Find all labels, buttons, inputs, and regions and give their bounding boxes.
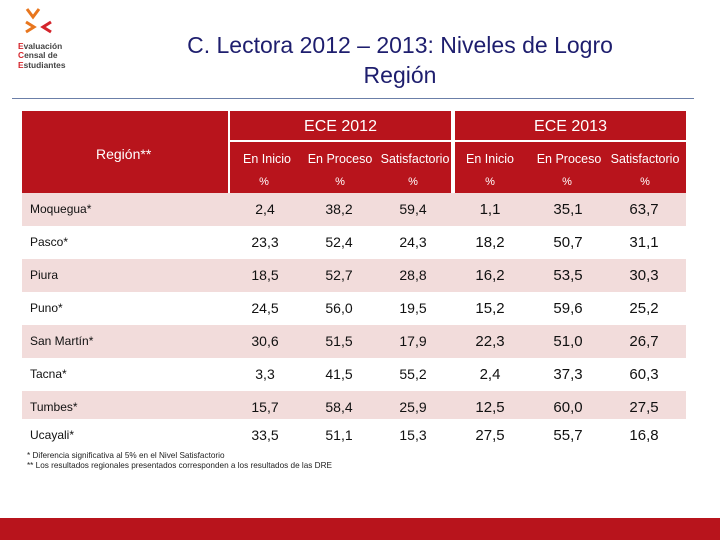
region-header-cell	[22, 111, 228, 194]
subheader-bg-2012	[230, 142, 451, 194]
region-name: Tumbes*	[30, 400, 78, 414]
region-header-label: Región**	[96, 146, 152, 162]
page-title: C. Lectora 2012 – 2013: Niveles de Logro…	[120, 30, 680, 90]
table-row: Tumbes* 15,7 58,4 25,9 12,5 60,0 27,5	[22, 391, 686, 424]
footnote-significance: * Diferencia significativa al 5% en el N…	[27, 451, 225, 460]
region-name: Puno*	[30, 301, 63, 315]
table-row: Ucayali* 33,5 51,1 15,3 27,5 55,7 16,8	[22, 419, 686, 452]
table-row: Piura 18,5 52,7 28,8 16,2 53,5 30,3	[22, 259, 686, 292]
title-line-1: C. Lectora 2012 – 2013: Niveles de Logro	[187, 32, 613, 58]
footnote-regional-results: ** Los resultados regionales presentados…	[27, 461, 332, 470]
subheader-bg-2013	[455, 142, 686, 194]
evaluacion-censal-logo: Evaluación Censal de Estudiantes	[18, 6, 88, 72]
title-line-2: Región	[363, 62, 437, 88]
region-name: Piura	[30, 268, 59, 282]
logo-chevrons-icon	[25, 8, 52, 34]
table-row: Pasco* 23,3 52,4 24,3 18,2 50,7 31,1	[22, 226, 686, 259]
group-header-ece-2013: ECE 2013	[455, 111, 686, 140]
group-header-ece-2012: ECE 2012	[230, 111, 451, 140]
table-row: Puno* 24,5 56,0 19,5 15,2 59,6 25,2	[22, 292, 686, 325]
region-name: San Martín*	[30, 334, 94, 348]
bottom-accent-bar	[0, 518, 720, 540]
logo-text: Evaluación Censal de Estudiantes	[18, 41, 66, 70]
table-row: Tacna* 3,3 41,5 55,2 2,4 37,3 60,3	[22, 358, 686, 391]
region-name: Moquegua*	[30, 202, 92, 216]
region-name: Ucayali*	[30, 428, 75, 442]
footnotes: * Diferencia significativa al 5% en el N…	[27, 451, 332, 471]
title-divider	[12, 98, 694, 99]
region-name: Tacna*	[30, 367, 67, 381]
region-name: Pasco*	[30, 235, 69, 249]
table-row: San Martín* 30,6 51,5 17,9 22,3 51,0 26,…	[22, 325, 686, 358]
table-row: Moquegua* 2,4 38,2 59,4 1,1 35,1 63,7	[22, 193, 686, 226]
